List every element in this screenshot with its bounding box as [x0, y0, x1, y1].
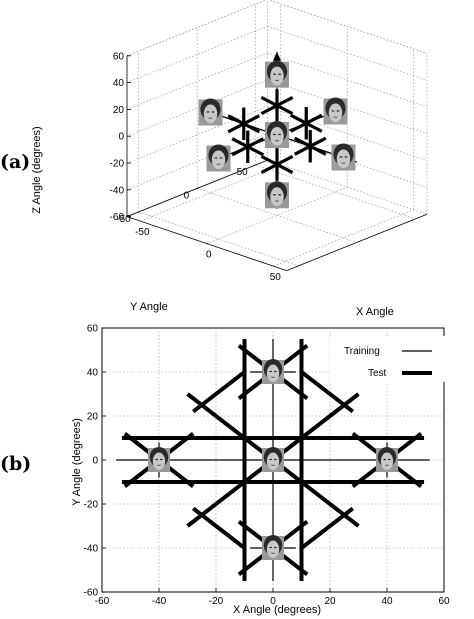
panel-b-legend: Training Test	[330, 336, 446, 382]
a-y-tick-label: 0	[184, 190, 190, 201]
b-y-tick-label: 40	[87, 368, 99, 379]
b-face-image	[262, 359, 284, 384]
a-face-image	[198, 98, 223, 126]
a-face-image	[265, 181, 289, 209]
a-face-image	[323, 97, 348, 125]
b-face-image	[376, 447, 398, 472]
a-face-image	[265, 120, 289, 148]
a-x-tick-label: 0	[206, 250, 212, 261]
b-y-tick-label: 0	[92, 456, 98, 467]
a-test-star	[260, 148, 294, 181]
panel-a-3d-plot: -60 -40 -20 0 20 40 60 -50 0 50 -50 0 50 Z Angle (de…	[31, 0, 428, 318]
a-x-tick-label: 50	[270, 272, 282, 283]
b-test-segment	[300, 506, 355, 550]
b-x-tick-label: -40	[152, 596, 167, 607]
panel-a-z-label: Z Angle (degrees)	[31, 126, 43, 213]
a-z-tick-label: -20	[110, 159, 125, 170]
b-y-tick-label: -20	[84, 500, 99, 511]
panel-b-x-label: X Angle (degrees)	[233, 604, 321, 616]
b-y-tick-label: 20	[87, 412, 99, 423]
panel-b-face-images	[148, 359, 398, 560]
legend-training-label: Training	[344, 346, 380, 357]
panel-b-y-label: Y Angle (degrees)	[71, 418, 83, 506]
b-x-tick-label: 40	[381, 596, 393, 607]
a-z-tick-label: 20	[113, 105, 125, 116]
b-test-segment	[300, 370, 355, 414]
b-x-tick-label: 20	[324, 596, 336, 607]
panel-a-x-label: X Angle	[356, 306, 394, 318]
b-face-image	[262, 535, 284, 560]
a-z-tick-label: 40	[113, 78, 125, 89]
a-test-star	[231, 130, 265, 163]
a-face-image	[206, 144, 231, 172]
a-face-image	[265, 60, 289, 88]
panel-a-ticks: -60 -40 -20 0 20 40 60 -50 0 50 -50 0 50	[110, 51, 282, 283]
a-z-tick-label: 0	[118, 132, 124, 143]
a-y-tick-label: -50	[116, 214, 131, 225]
a-z-tick-label: -40	[110, 185, 125, 196]
panel-a-label: (a)	[0, 151, 30, 173]
b-y-tick-label: -60	[84, 588, 99, 599]
a-z-tick-label: -60	[110, 212, 125, 223]
panel-a-y-label: Y Angle	[130, 301, 168, 313]
a-axis-arrow-head	[272, 51, 282, 61]
panel-b-label: (b)	[0, 453, 31, 475]
panel-a-box	[126, 0, 428, 271]
a-test-star	[260, 89, 294, 122]
b-y-tick-label: -40	[84, 544, 99, 555]
b-face-image	[148, 447, 170, 472]
a-z-tick-label: 60	[113, 51, 125, 62]
panel-a-test-stars	[227, 89, 327, 181]
a-test-star	[227, 107, 261, 140]
a-face-image	[331, 143, 356, 171]
b-x-tick-label: -20	[209, 596, 224, 607]
a-test-star	[293, 130, 327, 163]
b-y-tick-label: 60	[87, 324, 99, 335]
b-x-tick-label: 0	[270, 596, 276, 607]
b-test-segment	[191, 370, 246, 414]
b-x-tick-label: 60	[438, 596, 450, 607]
legend-test-label: Test	[368, 368, 387, 379]
a-x-tick-label: -50	[135, 227, 150, 238]
a-test-star	[289, 107, 323, 140]
a-y-tick-label: 50	[237, 167, 249, 178]
b-x-tick-label: -60	[95, 596, 110, 607]
b-test-segment	[191, 506, 246, 550]
panel-b-2d-plot: -60 -40 -20 0 20 40 60 -60 -40 -20 0 20 40 60 Trainin…	[71, 324, 450, 617]
b-face-image	[262, 447, 284, 472]
panel-b-ticks: -60 -40 -20 0 20 40 60 -60 -40 -20 0 20 40 60	[84, 324, 450, 608]
panel-a-face-images	[198, 60, 356, 209]
